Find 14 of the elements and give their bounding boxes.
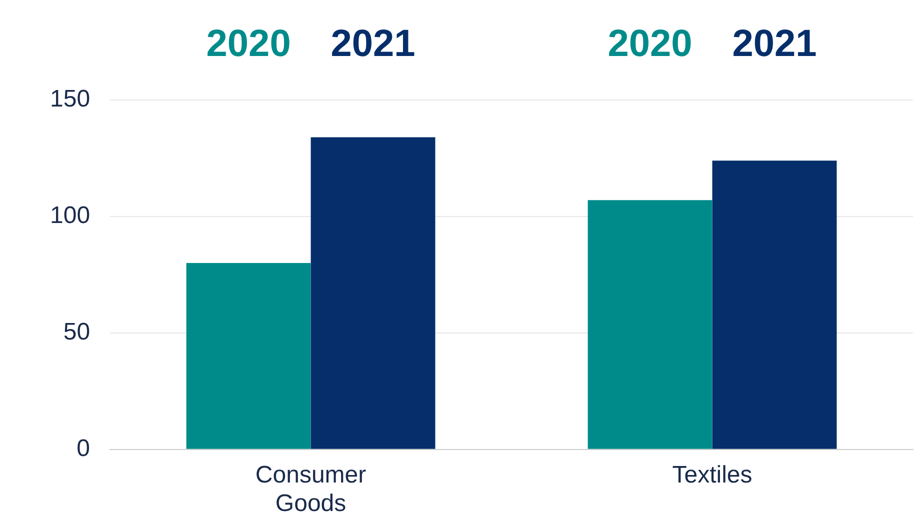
x-tick-label: Textiles bbox=[672, 461, 752, 488]
y-tick-label: 150 bbox=[50, 86, 90, 113]
bar bbox=[310, 137, 436, 449]
y-tick-label: 100 bbox=[50, 202, 90, 230]
text: 2020 bbox=[608, 23, 692, 65]
x-tick-label: Consumer Goods bbox=[255, 461, 366, 518]
bar bbox=[588, 200, 712, 449]
y-tick-label: 50 bbox=[63, 318, 90, 346]
y-tick-label: 0 bbox=[76, 435, 90, 462]
bar bbox=[186, 263, 311, 449]
text: 2021 bbox=[732, 23, 817, 65]
bar bbox=[712, 160, 837, 449]
text: 2020 bbox=[206, 23, 291, 65]
series-label: 2021 bbox=[330, 23, 416, 65]
